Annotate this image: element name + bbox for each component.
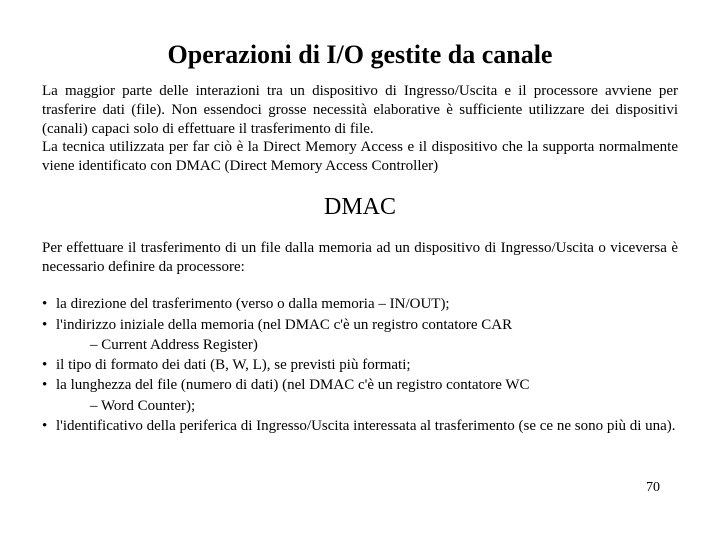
list-item-text: la lunghezza del file (numero di dati) (… (56, 377, 530, 393)
intro-paragraph: La maggior parte delle interazioni tra u… (42, 82, 678, 176)
list-item: •la direzione del trasferimento (verso o… (42, 294, 678, 314)
bullet-icon: • (42, 355, 56, 375)
page-title: Operazioni di I/O gestite da canale (42, 40, 678, 70)
list-item-text: l'indirizzo iniziale della memoria (nel … (56, 317, 512, 333)
definition-intro: Per effettuare il trasferimento di un fi… (42, 239, 678, 277)
list-item-subtext: – Word Counter); (60, 396, 678, 416)
page-number: 70 (646, 480, 660, 496)
bullet-icon: • (42, 375, 56, 395)
bullet-list: •la direzione del trasferimento (verso o… (42, 294, 678, 436)
list-item-text: l'identificativo della periferica di Ing… (56, 418, 676, 434)
list-item: •il tipo di formato dei dati (B, W, L), … (42, 355, 678, 375)
list-item-text: il tipo di formato dei dati (B, W, L), s… (56, 357, 411, 373)
bullet-icon: • (42, 294, 56, 314)
intro-paragraph-line1: La maggior parte delle interazioni tra u… (42, 83, 678, 137)
list-item: •l'indirizzo iniziale della memoria (nel… (42, 315, 678, 356)
slide-page: Operazioni di I/O gestite da canale La m… (0, 0, 720, 540)
list-item: •l'identificativo della periferica di In… (42, 416, 678, 436)
bullet-icon: • (42, 315, 56, 335)
subheading-dmac: DMAC (42, 194, 678, 221)
intro-paragraph-line2: La tecnica utilizzata per far ciò è la D… (42, 139, 678, 174)
bullet-icon: • (42, 416, 56, 436)
list-item-text: la direzione del trasferimento (verso o … (56, 296, 450, 312)
list-item: •la lunghezza del file (numero di dati) … (42, 375, 678, 416)
list-item-subtext: – Current Address Register) (60, 335, 678, 355)
